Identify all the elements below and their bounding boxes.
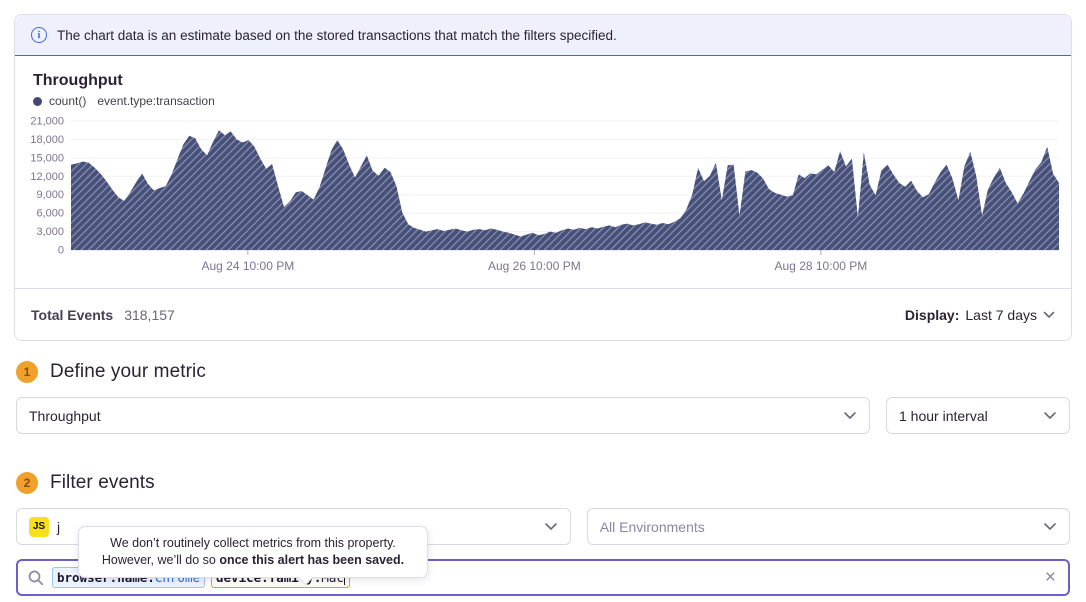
total-events-value: 318,157 bbox=[124, 306, 175, 323]
environment-select-value: All Environments bbox=[599, 518, 705, 535]
section-2-title: Filter events bbox=[50, 472, 155, 493]
info-icon: i bbox=[31, 27, 47, 43]
display-value: Last 7 days bbox=[965, 306, 1037, 323]
section-filter-events: 2 Filter events bbox=[16, 472, 1070, 494]
svg-text:6,000: 6,000 bbox=[36, 208, 64, 220]
clear-search-icon[interactable]: × bbox=[1044, 567, 1056, 588]
chevron-down-icon bbox=[1044, 412, 1056, 420]
svg-text:Aug 28 10:00 PM: Aug 28 10:00 PM bbox=[775, 259, 868, 273]
svg-text:3,000: 3,000 bbox=[36, 226, 64, 238]
svg-text:18,000: 18,000 bbox=[30, 134, 64, 146]
series-color-dot bbox=[33, 96, 42, 106]
svg-text:Aug 24 10:00 PM: Aug 24 10:00 PM bbox=[201, 259, 294, 273]
svg-text:0: 0 bbox=[58, 245, 64, 257]
total-events-label: Total Events bbox=[31, 306, 114, 323]
interval-select[interactable]: 1 hour interval bbox=[886, 397, 1070, 434]
interval-select-value: 1 hour interval bbox=[899, 407, 988, 424]
tooltip-line-2: However, we’ll do so once this alert has… bbox=[101, 553, 405, 567]
svg-text:9,000: 9,000 bbox=[36, 189, 64, 201]
property-tooltip: We don’t routinely collect metrics from … bbox=[78, 526, 428, 578]
total-events: Total Events 318,157 bbox=[31, 307, 175, 323]
display-label: Display: bbox=[904, 306, 960, 323]
metric-select[interactable]: Throughput bbox=[16, 397, 870, 434]
chevron-down-icon bbox=[1043, 311, 1055, 318]
search-icon bbox=[28, 570, 44, 585]
metric-select-value: Throughput bbox=[29, 407, 101, 424]
info-banner: i The chart data is an estimate based on… bbox=[15, 15, 1071, 56]
project-select-value: j bbox=[57, 518, 61, 535]
chevron-down-icon bbox=[544, 523, 557, 531]
display-range-dropdown[interactable]: Display: Last 7 days bbox=[905, 307, 1055, 323]
chevron-down-icon bbox=[1044, 523, 1056, 531]
info-banner-text: The chart data is an estimate based on t… bbox=[57, 27, 617, 43]
chart-title: Throughput bbox=[33, 72, 123, 89]
environment-select[interactable]: All Environments bbox=[586, 508, 1070, 545]
throughput-area-chart[interactable]: 0 3,000 6,000 9,000 12,000 15,000 18,000 21,000… bbox=[29, 110, 1059, 278]
tooltip-line-1: We don’t routinely collect metrics from … bbox=[110, 536, 396, 550]
section-define-metric: 1 Define your metric bbox=[16, 361, 1070, 383]
svg-text:12,000: 12,000 bbox=[30, 171, 64, 183]
legend-series-name: count() bbox=[49, 94, 87, 108]
svg-text:Aug 26 10:00 PM: Aug 26 10:00 PM bbox=[488, 259, 581, 273]
section-1-title: Define your metric bbox=[50, 361, 206, 382]
chevron-down-icon bbox=[844, 412, 856, 420]
chart-legend: count() event.type:transaction bbox=[33, 94, 1057, 108]
step-1-badge: 1 bbox=[16, 361, 38, 383]
step-2-badge: 2 bbox=[16, 472, 38, 494]
chart-section: Throughput count() event.type:transactio… bbox=[15, 56, 1071, 288]
metric-row: Throughput 1 hour interval bbox=[16, 397, 1070, 434]
svg-text:21,000: 21,000 bbox=[30, 116, 64, 128]
svg-text:15,000: 15,000 bbox=[30, 152, 64, 164]
legend-filter: event.type:transaction bbox=[97, 94, 215, 108]
chart-panel-footer: Total Events 318,157 Display: Last 7 day… bbox=[15, 288, 1071, 340]
alert-chart-card: i The chart data is an estimate based on… bbox=[14, 14, 1072, 341]
js-platform-icon: JS bbox=[29, 516, 49, 537]
